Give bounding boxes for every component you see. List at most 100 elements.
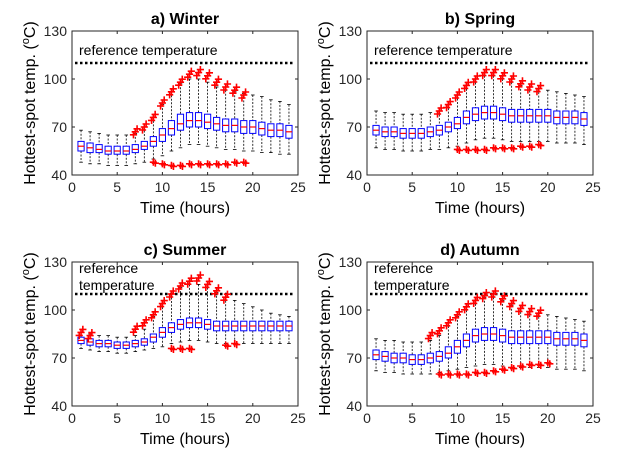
box-hour-16	[213, 86, 221, 149]
x-axis-label: Time (hours)	[435, 431, 525, 448]
outlier-high-marker	[238, 94, 246, 102]
x-axis-label: Time (hours)	[140, 431, 230, 448]
y-tick-label: 40	[51, 167, 67, 183]
panel-4: d) Autumn 0 5 10 15 20 25 40 70 100 130 Time (hours…	[315, 242, 601, 448]
y-axis-label: Hottest-spot temp. (oC)	[315, 21, 334, 185]
x-tick-label: 25	[290, 179, 306, 195]
outlier-low-marker	[473, 146, 482, 154]
outlier-high-marker	[428, 329, 436, 337]
outlier-low-marker	[473, 369, 482, 377]
box-hour-1	[372, 110, 380, 149]
outlier-high-marker	[509, 297, 518, 305]
box-hour-8	[435, 335, 443, 373]
outlier-high-marker	[84, 335, 92, 343]
outlier-low-marker	[206, 161, 214, 169]
box-hour-24	[580, 320, 588, 372]
outlier-low-marker	[196, 161, 205, 169]
box-hour-20	[544, 89, 552, 142]
outlier-high-marker	[497, 75, 505, 83]
box-hour-23	[276, 314, 284, 345]
box-hour-6	[122, 134, 130, 166]
box-hour-15	[204, 81, 212, 147]
outlier-low-marker	[455, 371, 463, 379]
box-hour-14	[194, 283, 203, 341]
y-tick-label: 40	[51, 398, 67, 414]
outlier-high-marker	[178, 279, 186, 287]
outlier-high-marker	[187, 67, 195, 75]
outlier-low-marker	[169, 345, 178, 353]
outlier-low-marker	[446, 371, 454, 379]
outlier-high-marker	[214, 284, 223, 292]
box-hour-19	[535, 312, 543, 369]
outlier-high-marker	[527, 80, 536, 88]
box-hour-7	[426, 112, 434, 150]
box-hour-9	[444, 325, 452, 372]
box-hour-13	[185, 78, 194, 146]
box-hour-16	[213, 291, 221, 345]
outlier-high-marker	[75, 331, 83, 339]
box-hour-11	[462, 85, 471, 144]
box-iqr	[194, 112, 203, 128]
y-tick-label: 130	[44, 254, 68, 270]
x-tick-label: 15	[495, 179, 511, 195]
box-hour-5	[408, 113, 416, 152]
box-hour-17	[222, 296, 230, 345]
outlier-high-marker	[211, 290, 219, 298]
outlier-low-marker	[519, 363, 527, 371]
outlier-low-marker	[491, 368, 500, 376]
box-hour-17	[222, 89, 230, 150]
outlier-high-marker	[88, 329, 96, 337]
outlier-low-marker	[242, 159, 250, 167]
panel-1: a) Winter 0 5 10 15 20 25 40 70 100 130 Time (hours…	[20, 11, 306, 217]
y-tick-label: 70	[51, 119, 67, 135]
outlier-high-marker	[524, 86, 532, 94]
outlier-high-marker	[129, 131, 138, 139]
plot-area-frame	[366, 261, 594, 407]
outlier-low-marker	[546, 360, 554, 368]
outlier-high-marker	[220, 296, 228, 304]
outlier-high-marker	[424, 335, 433, 343]
outlier-high-marker	[506, 78, 514, 86]
y-axis-label: Hottest-spot temp. (oC)	[20, 252, 39, 416]
outlier-low-marker	[215, 161, 223, 169]
outlier-high-marker	[184, 280, 192, 288]
outlier-high-marker	[151, 110, 159, 118]
x-axis-label: Time (hours)	[140, 200, 230, 217]
outlier-high-marker	[175, 81, 183, 89]
outlier-high-marker	[536, 306, 545, 314]
x-tick-label: 5	[408, 179, 416, 195]
y-tick-label: 130	[339, 23, 363, 39]
box-hour-21	[258, 96, 266, 154]
box-hour-14	[194, 78, 203, 146]
box-hour-3	[95, 132, 103, 165]
outlier-high-marker	[509, 72, 518, 80]
outlier-low-marker	[178, 345, 187, 353]
box-hour-18	[231, 299, 239, 345]
outlier-high-marker	[166, 293, 174, 301]
box-hour-16	[508, 304, 516, 369]
box-hour-24	[285, 104, 293, 155]
outlier-high-marker	[452, 94, 460, 102]
x-tick-label: 15	[200, 179, 216, 195]
outlier-low-marker	[482, 146, 491, 154]
x-tick-label: 5	[113, 410, 121, 426]
box-hour-2	[86, 131, 94, 165]
box-hour-14	[489, 75, 498, 139]
outlier-high-marker	[160, 96, 168, 104]
plot-area-frame	[366, 30, 594, 176]
y-tick-label: 100	[339, 71, 363, 87]
outlier-high-marker	[527, 305, 536, 313]
outlier-high-marker	[169, 287, 177, 295]
box-hour-18	[231, 91, 239, 150]
y-tick-label: 70	[346, 350, 362, 366]
box-iqr	[95, 144, 103, 154]
box-hour-1	[77, 129, 85, 163]
box-hour-4	[104, 134, 112, 166]
box-hour-15	[204, 287, 212, 343]
outlier-high-marker	[442, 322, 451, 330]
y-axis-label: Hottest-spot temp. (oC)	[20, 21, 39, 185]
x-tick-label: 15	[200, 410, 216, 426]
outlier-high-marker	[479, 295, 487, 303]
y-axis-label: Hottest-spot temp. (oC)	[315, 252, 334, 416]
outlier-low-marker	[233, 341, 241, 349]
